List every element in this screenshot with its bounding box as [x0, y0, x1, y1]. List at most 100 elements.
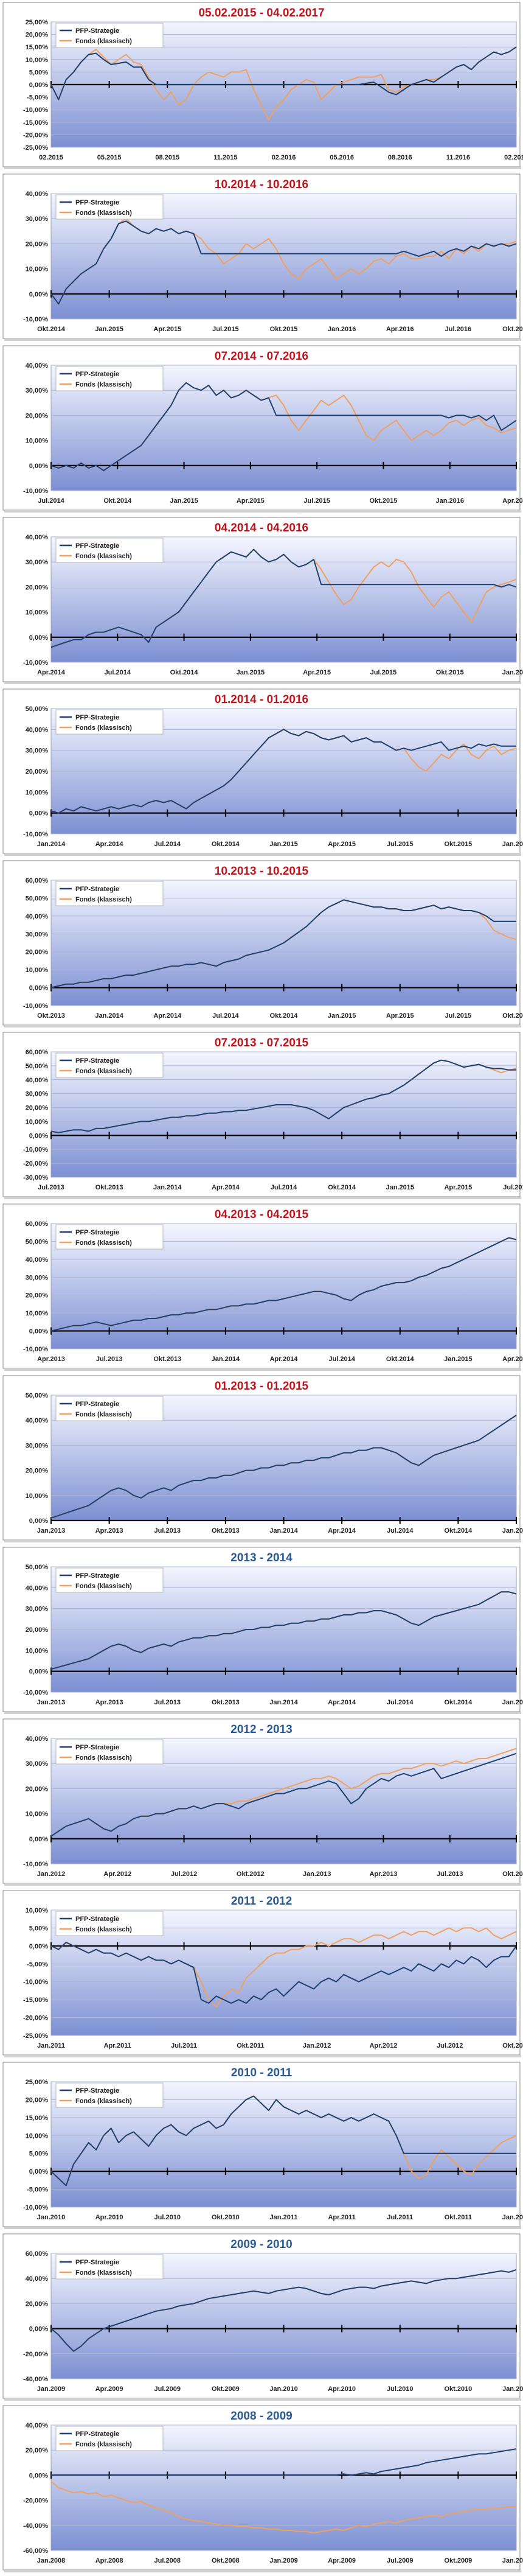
x-tick-label: Okt.2013 [37, 1012, 65, 1020]
x-tick-label: Apr.2013 [37, 1356, 65, 1363]
x-tick-label: Jul.2013 [437, 1871, 463, 1878]
chart-svg: 2011 - 2012 10,00% 5,00% 0,00% -5,00% -10,00%… [2, 1890, 523, 2057]
y-tick-label: 40,00% [26, 191, 49, 198]
series-line-pfp [50, 1059, 516, 1133]
chart-title: 2012 - 2013 [230, 1723, 292, 1736]
y-tick-label: -5,00% [27, 2186, 48, 2194]
legend-label: PFP-Strategie [75, 886, 119, 893]
y-tick-label: 0,00% [29, 1517, 48, 1525]
y-tick-label: 40,00% [26, 726, 49, 733]
y-tick-label: 0,00% [29, 634, 48, 642]
series-line-pfp [50, 2095, 516, 2186]
series-line-fonds [50, 2480, 516, 2534]
x-tick-label: 02.2016 [272, 154, 296, 161]
legend-label: Fonds (klassisch) [75, 38, 132, 45]
y-tick-label: -15,00% [23, 1997, 48, 2004]
chart-shadow [4, 338, 521, 341]
x-tick-label: Okt.2013 [502, 1871, 523, 1878]
y-tick-label: 10,00% [26, 1310, 49, 1317]
y-tick-label: 20,00% [26, 949, 49, 956]
chart-svg: 07.2014 - 07.2016 40,00% 30,00% 20,00% 10,00… [2, 345, 523, 513]
chart-panel: 2010 - 2011 25,00% 20,00% 15,00% 10,00% 5,00%… [0, 2060, 523, 2231]
chart-panel: 2009 - 2010 60,00% 40,00% 20,00% 0,00% -20,00… [0, 2231, 523, 2403]
legend-label: Fonds (klassisch) [75, 1926, 132, 1933]
legend-label: PFP-Strategie [75, 1572, 119, 1580]
chart-shadow [4, 1197, 521, 1199]
series-line-pfp [50, 729, 516, 814]
x-tick-label: Okt.2014 [328, 1184, 356, 1191]
legend-box [55, 1224, 164, 1250]
x-tick-label: Apr.2011 [104, 2042, 131, 2049]
legend-label: PFP-Strategie [75, 542, 119, 550]
legend-box [55, 1567, 164, 1593]
x-tick-label: Apr.2010 [328, 2385, 356, 2393]
y-tick-label: 50,00% [26, 1238, 49, 1245]
legend-label: Fonds (klassisch) [75, 1239, 132, 1247]
x-tick-label: Jul.2014 [212, 1012, 239, 1020]
series-line-pfp [50, 548, 517, 648]
x-tick-label: Okt.2014 [212, 841, 240, 848]
x-tick-label: Jul.2013 [154, 1527, 181, 1535]
chart-svg: 05.02.2015 - 04.02.2017 25,00% 20,00% 15,00… [2, 2, 523, 169]
y-tick-label: -20,00% [23, 2351, 48, 2358]
y-tick-label: 10,00% [26, 2132, 49, 2140]
chart-title: 01.2014 - 01.2016 [215, 693, 308, 706]
x-tick-label: Jan.2013 [37, 1527, 65, 1535]
y-tick-label: 30,00% [26, 1274, 49, 1281]
y-tick-label: -20,00% [23, 2015, 48, 2022]
chart-panel: 05.02.2015 - 04.02.2017 25,00% 20,00% 15,00… [0, 0, 523, 172]
chart-svg: 10.2014 - 10.2016 40,00% 30,00% 20,00% 10,00… [2, 173, 523, 341]
x-tick-label: Okt.2014 [37, 326, 66, 333]
chart-panel: 2013 - 2014 50,00% 40,00% 30,00% 20,00% 10,00… [0, 1545, 523, 1717]
chart-panel: 01.2013 - 01.2015 50,00% 40,00% 30,00% 20,00… [0, 1373, 523, 1545]
chart-panel: 2012 - 2013 40,00% 30,00% 20,00% 10,00% 0,00%… [0, 1717, 523, 1888]
chart-shadow [4, 2570, 521, 2572]
x-tick-label: Okt.2010 [444, 2385, 472, 2393]
y-tick-label: 60,00% [26, 877, 49, 884]
chart-svg: 01.2014 - 01.2016 50,00% 40,00% 30,00% 20,00… [2, 688, 523, 856]
series-line-pfp [50, 382, 517, 471]
y-tick-label: 50,00% [26, 1063, 49, 1070]
series-line-fonds [50, 218, 517, 305]
y-tick-label: 40,00% [26, 2422, 49, 2429]
x-tick-label: Jan.2009 [269, 2557, 297, 2564]
x-tick-label: Jul.2010 [154, 2214, 181, 2221]
x-tick-label: Apr.2015 [153, 326, 181, 333]
x-tick-label: Okt.2014 [444, 1527, 473, 1535]
legend-box [55, 709, 164, 735]
legend-label: PFP-Strategie [75, 1229, 119, 1236]
chart-shadow [4, 167, 521, 169]
x-tick-label: Jan.2016 [502, 669, 523, 676]
legend-label: PFP-Strategie [75, 2431, 119, 2438]
x-tick-label: Okt.2013 [153, 1356, 181, 1363]
x-tick-label: Okt.2015 [270, 326, 298, 333]
x-tick-label: Jan.2011 [37, 2042, 65, 2049]
chart-panel: 04.2013 - 04.2015 60,00% 50,00% 40,00% 30,00… [0, 1202, 523, 1373]
legend-box [55, 1396, 164, 1421]
y-tick-label: 40,00% [26, 913, 49, 920]
x-tick-label: Jul.2014 [105, 669, 131, 676]
y-tick-label: -10,00% [23, 488, 48, 495]
x-tick-label: Okt.2014 [103, 497, 132, 505]
x-tick-label: Apr.2013 [369, 1871, 397, 1878]
x-tick-label: Apr.2014 [328, 1527, 356, 1535]
y-tick-label: 20,00% [26, 2300, 49, 2308]
chart-shadow [4, 2055, 521, 2057]
y-tick-label: 5,00% [29, 69, 48, 76]
chart-svg: 2008 - 2009 40,00% 20,00% 0,00% -20,00% -40,0… [2, 2405, 523, 2572]
y-tick-label: -20,00% [23, 2497, 48, 2505]
y-tick-label: 0,00% [29, 1668, 48, 1676]
y-tick-label: 20,00% [26, 240, 49, 248]
y-tick-label: 40,00% [26, 1256, 49, 1264]
y-tick-label: 10,00% [26, 1647, 49, 1654]
chart-shadow [4, 2398, 521, 2401]
legend-box [55, 881, 164, 906]
x-tick-label: Jan.2008 [37, 2557, 65, 2564]
x-tick-label: Apr.2015 [444, 1184, 472, 1191]
x-tick-label: Apr.2016 [502, 497, 523, 505]
legend-box [55, 366, 164, 391]
y-tick-label: 15,00% [26, 2115, 49, 2122]
x-tick-label: Jan.2015 [269, 841, 297, 848]
y-tick-label: -25,00% [23, 2032, 48, 2040]
x-tick-label: Okt.2012 [237, 1871, 265, 1878]
